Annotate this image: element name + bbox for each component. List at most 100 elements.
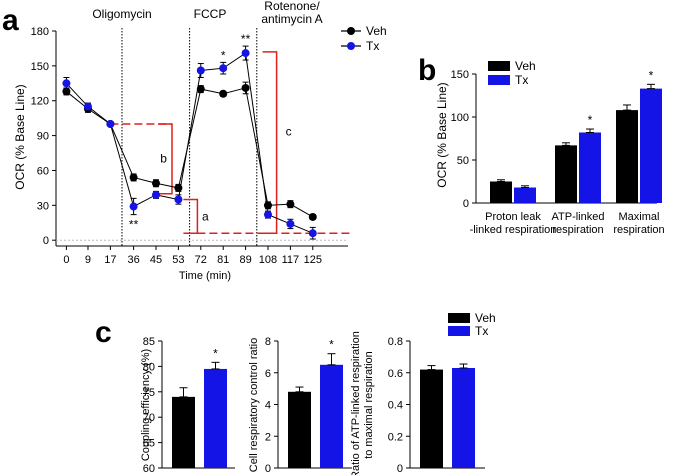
significance-marker: *: [221, 48, 226, 62]
panel-b-ytick-label: 100: [451, 112, 469, 124]
panel-a-xtick-label: 0: [63, 254, 69, 266]
panel-c1-ytick-label: 85: [143, 336, 155, 348]
bracket-a: [183, 198, 199, 234]
bar-c3-veh: [420, 369, 443, 468]
panel-b-category-label-line2: -linked respiration: [470, 224, 557, 236]
panel-c3-ylabel-1: Ratio of ATP-linked respiration: [350, 331, 362, 475]
point-veh-36: [129, 173, 138, 182]
bar-tx-2: [640, 88, 662, 203]
bar-veh-1: [555, 145, 577, 203]
panel-c1-ytick-label: 70: [143, 412, 155, 424]
panel-c2-ytick-label: 6: [265, 368, 271, 380]
point-tx-89: [241, 49, 250, 58]
phase-label-fccp: FCCP: [194, 7, 227, 21]
significance-marker: *: [588, 113, 593, 127]
panel-label-b: b: [418, 54, 436, 87]
phase-label-rotenone: Rotenone/: [264, 0, 320, 13]
panel-c3-ytick-label: 0.8: [388, 336, 403, 348]
bracket-a-label: a: [202, 209, 209, 223]
panel-b-legend: Veh Tx: [488, 59, 536, 87]
panel-c3-ytick-label: 0: [397, 463, 403, 475]
legend-swatch-tx: [488, 75, 510, 85]
point-tx-45: [152, 190, 160, 199]
panel-a-ytick-label: 60: [37, 165, 49, 177]
panel-a-legend-veh: Veh: [366, 24, 387, 38]
panel-a-chart: 0 30 60 90 120 150 180 0 9 17 36 45 53 72 81 89 108 117 12…: [13, 0, 387, 282]
bracket-c: [262, 51, 278, 234]
bar-tx-0: [514, 187, 536, 203]
bracket-c-label: c: [286, 125, 292, 139]
point-veh-72: [196, 85, 205, 94]
significance-marker: *: [329, 338, 334, 352]
panel-a-brackets: b a c: [110, 51, 350, 234]
panel-b-legend-tx: Tx: [515, 73, 528, 87]
panel-a-xtick-label: 117: [282, 254, 300, 266]
point-tx-17: [106, 119, 115, 128]
significance-marker: **: [129, 218, 139, 232]
panel-a-ytick-label: 150: [31, 61, 49, 73]
panel-c-legend: Veh Tx: [448, 311, 496, 338]
bar-c3-tx: [452, 367, 475, 468]
panel-a-ytick-label: 90: [37, 131, 49, 143]
phase-label-oligomycin: Oligomycin: [92, 7, 151, 21]
panel-a-xtick-label: 17: [104, 254, 116, 266]
panel-b-category-label: Proton leak: [485, 211, 541, 223]
bar-c1-tx: [204, 368, 227, 468]
panel-c1-ytick-label: 75: [143, 387, 155, 399]
panel-a-xtick-label: 45: [150, 254, 162, 266]
panel-b-legend-veh: Veh: [515, 59, 536, 73]
legend-swatch-veh: [488, 61, 510, 71]
panel-b-category-label: ATP-linked: [552, 211, 605, 223]
panel-c2-ytick-label: 8: [265, 336, 271, 348]
panel-a-xtick-label: 36: [127, 254, 139, 266]
panel-b-ytick-label: 50: [457, 155, 469, 167]
panel-b-category-label: Maximal: [619, 211, 660, 223]
panel-c2-ytick-label: 2: [265, 431, 271, 443]
panel-b-ytick-label: 150: [451, 69, 469, 81]
legend-swatch-veh: [448, 313, 470, 323]
bar-veh-0: [490, 181, 512, 203]
significance-marker: **: [241, 32, 251, 46]
legend-marker-tx: [347, 42, 355, 50]
panel-a-ytick-label: 120: [31, 96, 49, 108]
point-tx-0: [62, 79, 71, 88]
legend-swatch-tx: [448, 326, 470, 336]
point-tx-117: [286, 219, 295, 228]
panel-b-ytick-label: 0: [463, 198, 469, 210]
panel-label-a: a: [2, 4, 19, 37]
point-tx-53: [174, 195, 183, 204]
panel-c3-ytick-label: 0.4: [388, 400, 403, 412]
point-tx-72: [196, 66, 205, 75]
phase-label-antimycin: antimycin A: [261, 12, 322, 26]
panel-c3-ytick-label: 0.2: [388, 431, 403, 443]
panel-a-xtick-label: 72: [195, 254, 207, 266]
panel-c1-ylabel: Coupling efficiency (%): [140, 349, 152, 461]
panel-a-xtick-label: 81: [217, 254, 229, 266]
significance-marker: *: [213, 346, 218, 360]
panel-c1-ytick-label: 60: [143, 463, 155, 475]
point-tx-81: [219, 64, 228, 73]
panel-label-c: c: [95, 316, 112, 349]
panel-a-ytick-label: 180: [31, 26, 49, 38]
legend-marker-veh: [347, 27, 355, 35]
panel-c2-ytick-label: 4: [265, 400, 271, 412]
significance-marker: *: [649, 68, 654, 82]
panel-b-category-label-line2: respiration: [552, 224, 603, 236]
panel-a-ytick-label: 30: [37, 200, 49, 212]
panel-c1-ytick-label: 65: [143, 438, 155, 450]
panel-c-legend-tx: Tx: [475, 324, 488, 338]
panel-c2-ylabel: Cell respiratory control ratio: [248, 338, 260, 473]
panel-a-xtick-label: 125: [304, 254, 322, 266]
point-veh-108: [263, 201, 272, 210]
series-line-tx: [66, 52, 313, 234]
panel-a-xtick-label: 9: [85, 254, 91, 266]
panel-a-xtick-label: 89: [239, 254, 251, 266]
panel-c3-ylabel-2: to maximal respiration: [363, 351, 375, 459]
point-tx-9: [83, 102, 92, 111]
panel-c2-ytick-label: 0: [265, 463, 271, 475]
bar-c1-veh: [172, 396, 195, 468]
bar-veh-2: [616, 110, 638, 203]
point-veh-117: [286, 200, 295, 209]
panel-c1-ytick-label: 80: [143, 361, 155, 373]
